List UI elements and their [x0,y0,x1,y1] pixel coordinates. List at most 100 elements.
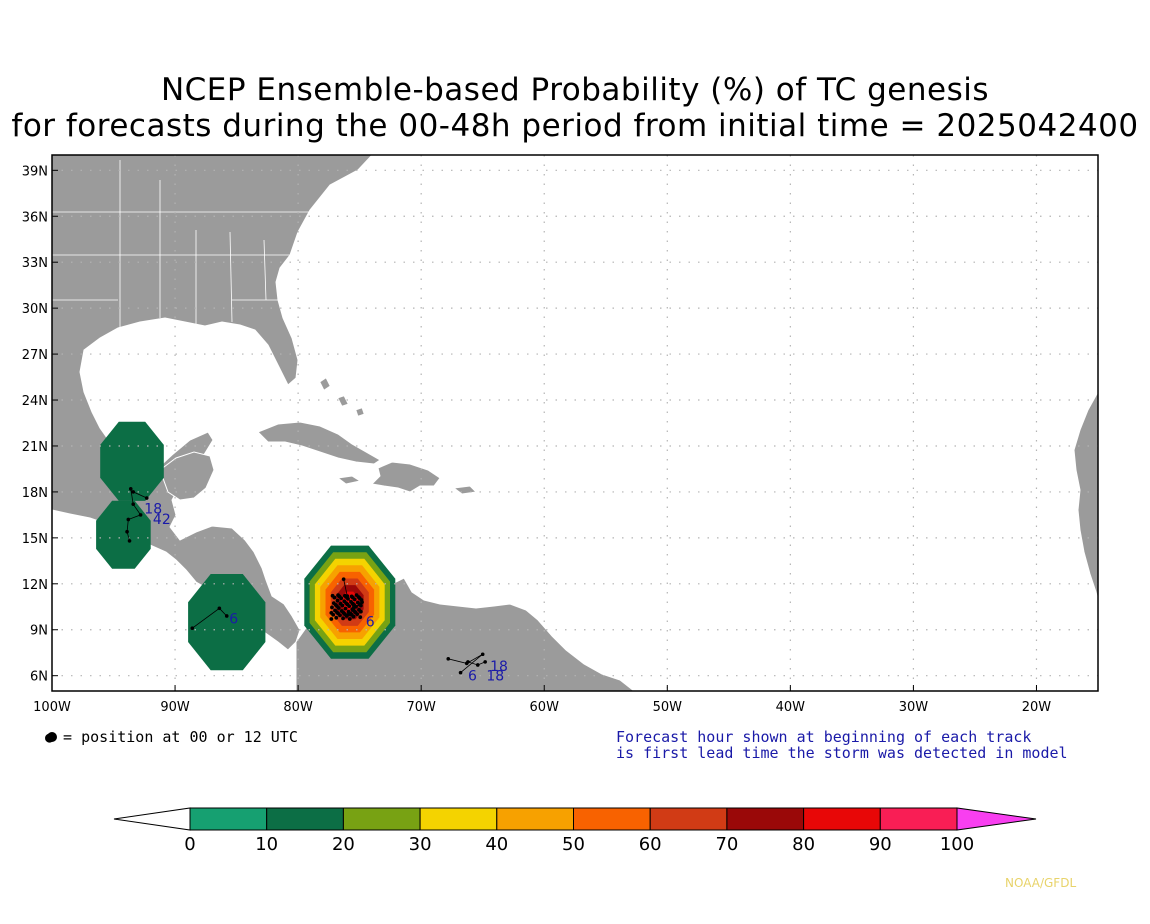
colorbar: 0 10 20 30 40 50 60 70 80 90 100 [113,807,1037,855]
storm-position [334,615,339,620]
lon-tick-label: 50W [653,700,683,715]
colorbar-label: 40 [485,834,508,855]
storm-position [331,601,336,605]
map-frame [51,154,1099,692]
storm-position [466,660,470,664]
forecast-note-line-1: Forecast hour shown at beginning of each… [616,728,1032,746]
storm-position [343,606,348,611]
storm-position [446,657,451,661]
storm-position [329,617,334,621]
legend-dot-symbol [47,732,57,742]
lon-tick-label: 90W [160,700,190,715]
forecast-note-line-2: is first lead time the storm was detecte… [616,744,1068,762]
storm-position [335,598,340,603]
storm-position [190,626,195,631]
storm-position [351,606,356,611]
lat-tick-label: 24N [22,394,48,409]
storm-position [127,539,132,543]
colorbar-swatch [726,807,805,831]
colorbar-label: 70 [715,834,738,855]
land-yucatan [159,451,215,501]
storm-position [341,616,345,621]
land-africa [1073,390,1098,601]
storm-tracks [125,487,487,675]
storm-position [342,612,347,617]
colorbar-label: 90 [869,834,892,855]
storm-position [330,593,335,598]
colorbar-arrow-high [956,807,1037,831]
storm-position [360,600,364,604]
lon-tick-label: 70W [406,700,436,715]
storm-position [355,600,360,605]
lon-tick-label: 40W [776,700,806,715]
storm-position [329,610,334,615]
axis-labels: 39N 36N 33N 30N 27N 24N 21N 18N 15N 12N 9N 6N 100W 90… [22,164,1052,715]
colorbar-label: 80 [792,834,815,855]
track-label: 6 [229,612,238,628]
storm-position [131,490,136,494]
colorbar-label: 10 [255,834,278,855]
land-hispaniola [370,461,441,493]
storm-position [224,614,229,618]
lat-tick-label: 6N [30,670,48,685]
land-jamaica [336,475,362,485]
storm-position [357,607,361,612]
storm-position [345,594,350,598]
colorbar-label: 100 [940,834,974,855]
lon-tick-label: 20W [1022,700,1052,715]
lat-tick-label: 36N [22,210,48,225]
colorbar-swatch [496,807,574,831]
credit-label: NOAA/GFDL [1005,876,1077,890]
storm-position [341,577,346,582]
colorbar-swatch [879,807,958,831]
storm-position [475,663,480,667]
storm-position [349,612,354,617]
legend-note: ● = position at 00 or 12 UTC [45,728,298,746]
storm-position [339,609,344,613]
storm-position [483,660,487,664]
storm-position [138,513,143,517]
lat-tick-label: 39N [22,164,48,179]
colorbar-swatch [342,807,421,831]
track-label: 18 [144,501,162,517]
map-title-line-1: NCEP Ensemble-based Probability (%) of T… [160,72,990,108]
storm-position [333,608,337,613]
storm-position [352,603,357,607]
storm-position [334,604,339,609]
colorbar-label: 30 [409,834,432,855]
lat-tick-label: 33N [22,256,48,271]
storm-position [358,615,363,620]
track-label: 6 [468,668,477,684]
storm-position [336,611,341,616]
probability-area-bay-of-campeche [100,421,164,501]
storm-position [338,601,343,606]
storm-position [217,606,222,611]
colorbar-swatch [189,807,268,831]
lon-tick-label: 60W [530,700,560,715]
lat-tick-label: 18N [22,486,48,501]
colorbar-arrow-low [113,807,191,831]
storm-position [346,612,351,617]
track-label: 18 [490,659,508,675]
lon-tick-label: 100W [33,700,71,715]
lon-tick-label: 30W [899,700,929,715]
lat-tick-label: 9N [30,624,48,639]
storm-position [345,602,350,607]
storm-position [347,617,352,621]
lat-tick-label: 30N [22,302,48,317]
state-borders [52,160,370,330]
colorbar-swatch [266,807,344,831]
probability-area-gulf-of-tehuantepec [96,500,151,569]
colorbar-swatch [573,807,651,831]
storm-position [346,609,351,614]
storm-position [337,594,342,599]
track-label: 18 [486,668,504,684]
track-label: 42 [153,512,171,528]
storm-position [480,652,485,657]
probability-area-pacific-central-america [188,574,266,671]
land-cuba [257,421,381,465]
lat-tick-label: 15N [22,532,48,547]
storm-position [342,599,347,604]
